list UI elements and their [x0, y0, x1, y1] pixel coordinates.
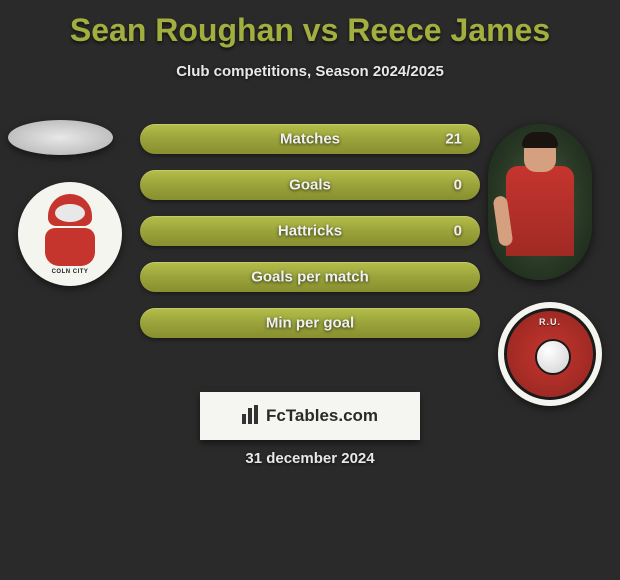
stat-bar-mpg: Min per goal	[140, 308, 480, 338]
stat-bar-gpm: Goals per match	[140, 262, 480, 292]
comparison-title: Sean Roughan vs Reece James	[0, 0, 620, 49]
stat-value-matches: 21	[445, 131, 462, 148]
comparison-subtitle: Club competitions, Season 2024/2025	[0, 63, 620, 80]
player-left-placeholder	[8, 120, 113, 155]
stat-label-gpm: Goals per match	[140, 269, 480, 286]
stat-label-matches: Matches	[140, 131, 480, 148]
club-crest-right: R.U.	[498, 302, 602, 406]
date-text: 31 december 2024	[0, 450, 620, 467]
crest-left-face	[55, 204, 85, 222]
watermark-text: FcTables.com	[266, 406, 378, 426]
club-crest-left: COLN CITY	[18, 182, 122, 286]
crest-right-text: R.U.	[507, 317, 593, 327]
crest-right-inner: R.U.	[504, 308, 596, 400]
crest-left-body	[45, 228, 95, 266]
watermark-box: FcTables.com	[200, 392, 420, 440]
stat-label-mpg: Min per goal	[140, 315, 480, 332]
stat-bar-goals: Goals 0	[140, 170, 480, 200]
crest-right-ball	[535, 339, 571, 375]
stat-value-hattricks: 0	[454, 223, 462, 240]
stat-bar-hattricks: Hattricks 0	[140, 216, 480, 246]
stat-bar-matches: Matches 21	[140, 124, 480, 154]
stats-bars: Matches 21 Goals 0 Hattricks 0 Goals per…	[140, 124, 480, 354]
stat-label-hattricks: Hattricks	[140, 223, 480, 240]
player-right-hair	[522, 132, 558, 148]
stat-label-goals: Goals	[140, 177, 480, 194]
chart-icon	[242, 408, 260, 424]
crest-left-graphic: COLN CITY	[35, 194, 105, 274]
crest-left-head	[48, 194, 92, 226]
player-right-jersey	[506, 166, 574, 256]
stat-value-goals: 0	[454, 177, 462, 194]
player-right-photo	[488, 124, 592, 280]
crest-left-text: COLN CITY	[35, 269, 105, 275]
